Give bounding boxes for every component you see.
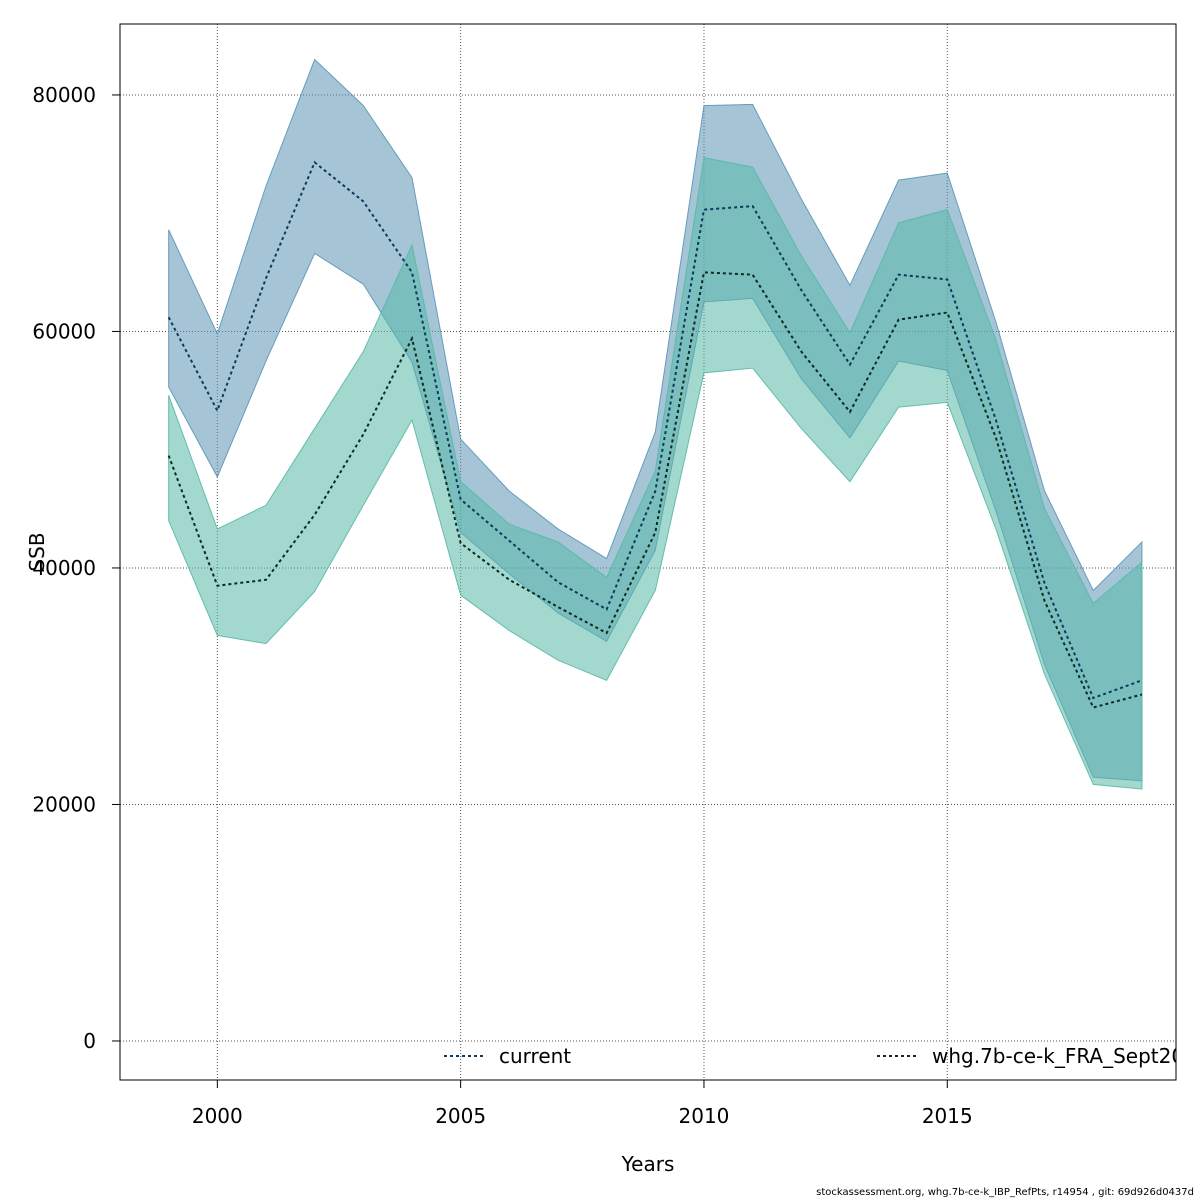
series-line-1 bbox=[167, 271, 1143, 709]
legend-label-whg: whg.7b-ce-k_FRA_Sept20 bbox=[932, 1044, 1184, 1068]
y-axis-label: SSB bbox=[25, 532, 49, 571]
band-1 bbox=[168, 157, 1143, 790]
legend: current whg.7b-ce-k_FRA_Sept20 bbox=[444, 1044, 1184, 1068]
y-tick-label-2: 40000 bbox=[32, 556, 96, 580]
confidence-bands bbox=[168, 58, 1143, 790]
legend-label-current: current bbox=[499, 1044, 571, 1068]
y-tick-label-0: 0 bbox=[83, 1029, 96, 1053]
plot-frame bbox=[119, 23, 1177, 1081]
footer-note: stockassessment.org, whg.7b-ce-k_IBP_Ref… bbox=[816, 1187, 1194, 1198]
x-tick-label-2: 2010 bbox=[679, 1104, 730, 1128]
x-axis: 2000 2005 2010 2015 bbox=[192, 1080, 973, 1128]
x-tick-label-0: 2000 bbox=[192, 1104, 243, 1128]
y-tick-label-1: 20000 bbox=[32, 792, 96, 816]
series-line-0 bbox=[167, 160, 1143, 700]
x-tick-label-3: 2015 bbox=[922, 1104, 973, 1128]
x-tick-label-1: 2005 bbox=[435, 1104, 486, 1128]
y-tick-label-4: 80000 bbox=[32, 83, 96, 107]
x-axis-label: Years bbox=[621, 1152, 675, 1176]
y-tick-label-3: 60000 bbox=[32, 319, 96, 343]
y-axis: 0 20000 40000 60000 80000 bbox=[32, 83, 120, 1053]
series-lines bbox=[167, 160, 1143, 709]
